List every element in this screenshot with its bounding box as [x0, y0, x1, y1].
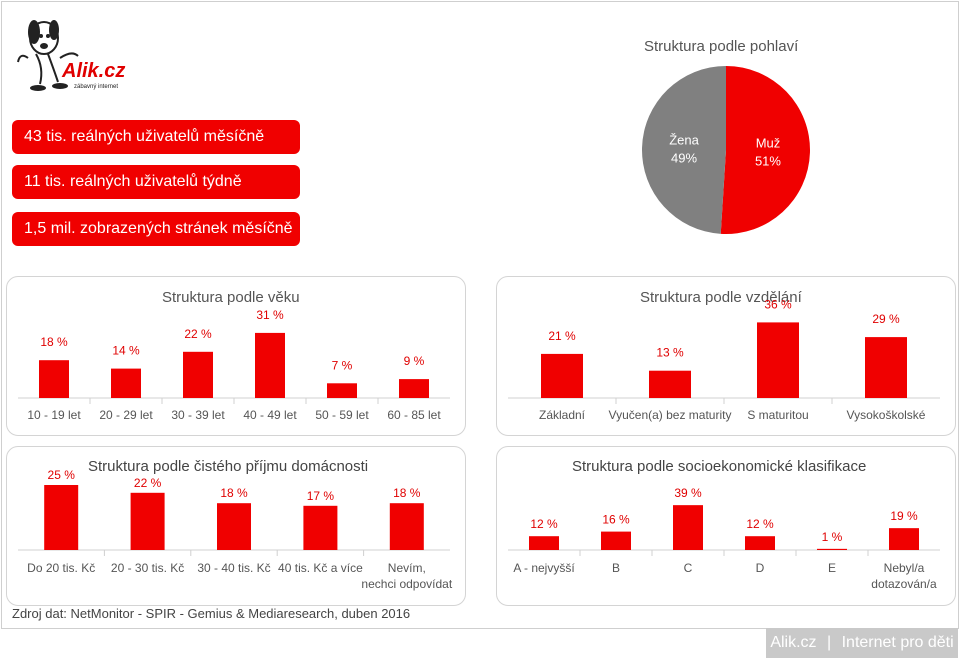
pie-slice-label: Muž [756, 135, 781, 150]
bar [817, 548, 847, 550]
income-chart-title: Struktura podle čistého příjmu domácnost… [88, 458, 369, 475]
stat-monthly-users: 43 tis. reálných uživatelů měsíčně [12, 120, 300, 154]
bar-value-label: 21 % [548, 329, 576, 343]
category-label: Vysokoškolské [847, 408, 926, 422]
bar [255, 332, 285, 398]
brand-name: Alik.cz [770, 634, 817, 651]
category-label: A - nejvyšší [513, 561, 575, 575]
bar-value-label: 31 % [256, 308, 284, 322]
category-label: 60 - 85 let [387, 408, 441, 422]
bar-value-label: 9 % [404, 354, 425, 368]
bar [649, 370, 691, 398]
education-chart-title: Struktura podle vzdělání [640, 289, 802, 306]
category-label: Nevím, nechci odpovídat [361, 561, 452, 591]
bar-value-label: 36 % [764, 297, 792, 311]
bar-value-label: 39 % [674, 486, 702, 500]
data-source: Zdroj dat: NetMonitor - SPIR - Gemius & … [12, 606, 411, 621]
income-bar-chart: 25 % Do 20 tis. Kč 22 % 20 - 30 tis. Kč 18 %… [18, 468, 453, 591]
bar-value-label: 18 % [220, 486, 248, 500]
category-label: 20 - 29 let [99, 408, 153, 422]
bar [130, 492, 165, 550]
logo-tagline: zábavný internet [74, 84, 119, 90]
bar [217, 503, 251, 550]
brand-slogan: Internet pro děti [841, 634, 954, 651]
category-label: 20 - 30 tis. Kč [111, 561, 184, 575]
bar [889, 528, 919, 550]
bar [399, 379, 429, 398]
gender-pie-chart: Muž 51% Žena 49% [641, 66, 810, 234]
bar-value-label: 1 % [822, 530, 843, 544]
bar [44, 485, 79, 550]
category-label: Do 20 tis. Kč [27, 561, 95, 575]
socioeconomic-chart-title: Struktura podle socioekonomické klasifik… [572, 458, 867, 475]
age-bar-chart: 18 % 10 - 19 let 14 % 20 - 29 let 22 % 30 - 3… [18, 308, 450, 422]
brand-separator: | [827, 634, 832, 651]
bar [327, 383, 357, 398]
bar [865, 337, 907, 398]
bar [111, 368, 141, 398]
bar-value-label: 29 % [872, 312, 900, 326]
pie-slice-value: 51% [755, 153, 781, 168]
bar [757, 322, 799, 398]
bar [303, 505, 338, 550]
bar-value-label: 22 % [184, 327, 212, 341]
dog-mascot-icon [17, 20, 79, 91]
gender-chart-title: Struktura podle pohlaví [644, 38, 799, 55]
bar-value-label: 17 % [307, 489, 335, 503]
bar-value-label: 25 % [48, 468, 76, 482]
pie-slice-zena [641, 66, 726, 234]
bar [389, 503, 424, 550]
category-label: B [612, 561, 620, 575]
age-chart-title: Struktura podle věku [162, 289, 300, 306]
education-bar-chart: 21 % Základní 13 % Vyučen(a) bez maturity 36… [508, 297, 940, 422]
bar-value-label: 22 % [134, 476, 162, 490]
alik-logo: Alik.cz zábavný internet [14, 8, 130, 98]
stat-monthly-pageviews: 1,5 mil. zobrazených stránek měsíčně [12, 212, 300, 246]
category-label: 30 - 40 tis. Kč [197, 561, 270, 575]
category-label: 40 tis. Kč a více [278, 561, 363, 575]
socioeconomic-panel [496, 446, 956, 606]
category-label: 10 - 19 let [27, 408, 81, 422]
bar [39, 360, 69, 398]
bar-value-label: 7 % [332, 358, 353, 372]
bar-value-label: 12 % [530, 517, 558, 531]
bar-value-label: 18 % [40, 335, 68, 349]
category-label: Nebyl/a dotazován/a [871, 561, 937, 591]
pie-slice-label: Žena [669, 133, 699, 148]
category-label: 40 - 49 let [243, 408, 297, 422]
bar [601, 531, 631, 550]
category-label: Základní [539, 408, 586, 422]
category-label: D [756, 561, 765, 575]
category-label: C [684, 561, 693, 575]
bar-value-label: 19 % [890, 509, 918, 523]
bar [673, 505, 703, 550]
bar [541, 353, 583, 398]
bar [183, 351, 213, 398]
pie-slice-muz [720, 66, 810, 234]
brand-footer[interactable]: Alik.cz | Internet pro děti [766, 628, 958, 658]
stat-weekly-users: 11 tis. reálných uživatelů týdně [12, 165, 300, 199]
bar-value-label: 16 % [602, 513, 630, 527]
pie-slice-value: 49% [671, 151, 697, 166]
category-label: 50 - 59 let [315, 408, 369, 422]
bar-value-label: 18 % [393, 486, 421, 500]
socioeconomic-bar-chart: 12 % A - nejvyšší 16 % B 39 % C 12 % D 1 % E 19 % N… [508, 486, 940, 591]
category-label: 30 - 39 let [171, 408, 225, 422]
bar [745, 536, 775, 550]
bar-value-label: 12 % [746, 517, 774, 531]
age-panel [6, 276, 466, 436]
category-label: S maturitou [747, 408, 808, 422]
category-label: Vyučen(a) bez maturity [609, 408, 732, 422]
page-frame [1, 1, 959, 629]
bar-value-label: 14 % [112, 344, 140, 358]
logo-wordmark: Alik.cz [62, 60, 126, 82]
bar [529, 536, 559, 550]
category-label: E [828, 561, 836, 575]
bar-value-label: 13 % [656, 346, 684, 360]
